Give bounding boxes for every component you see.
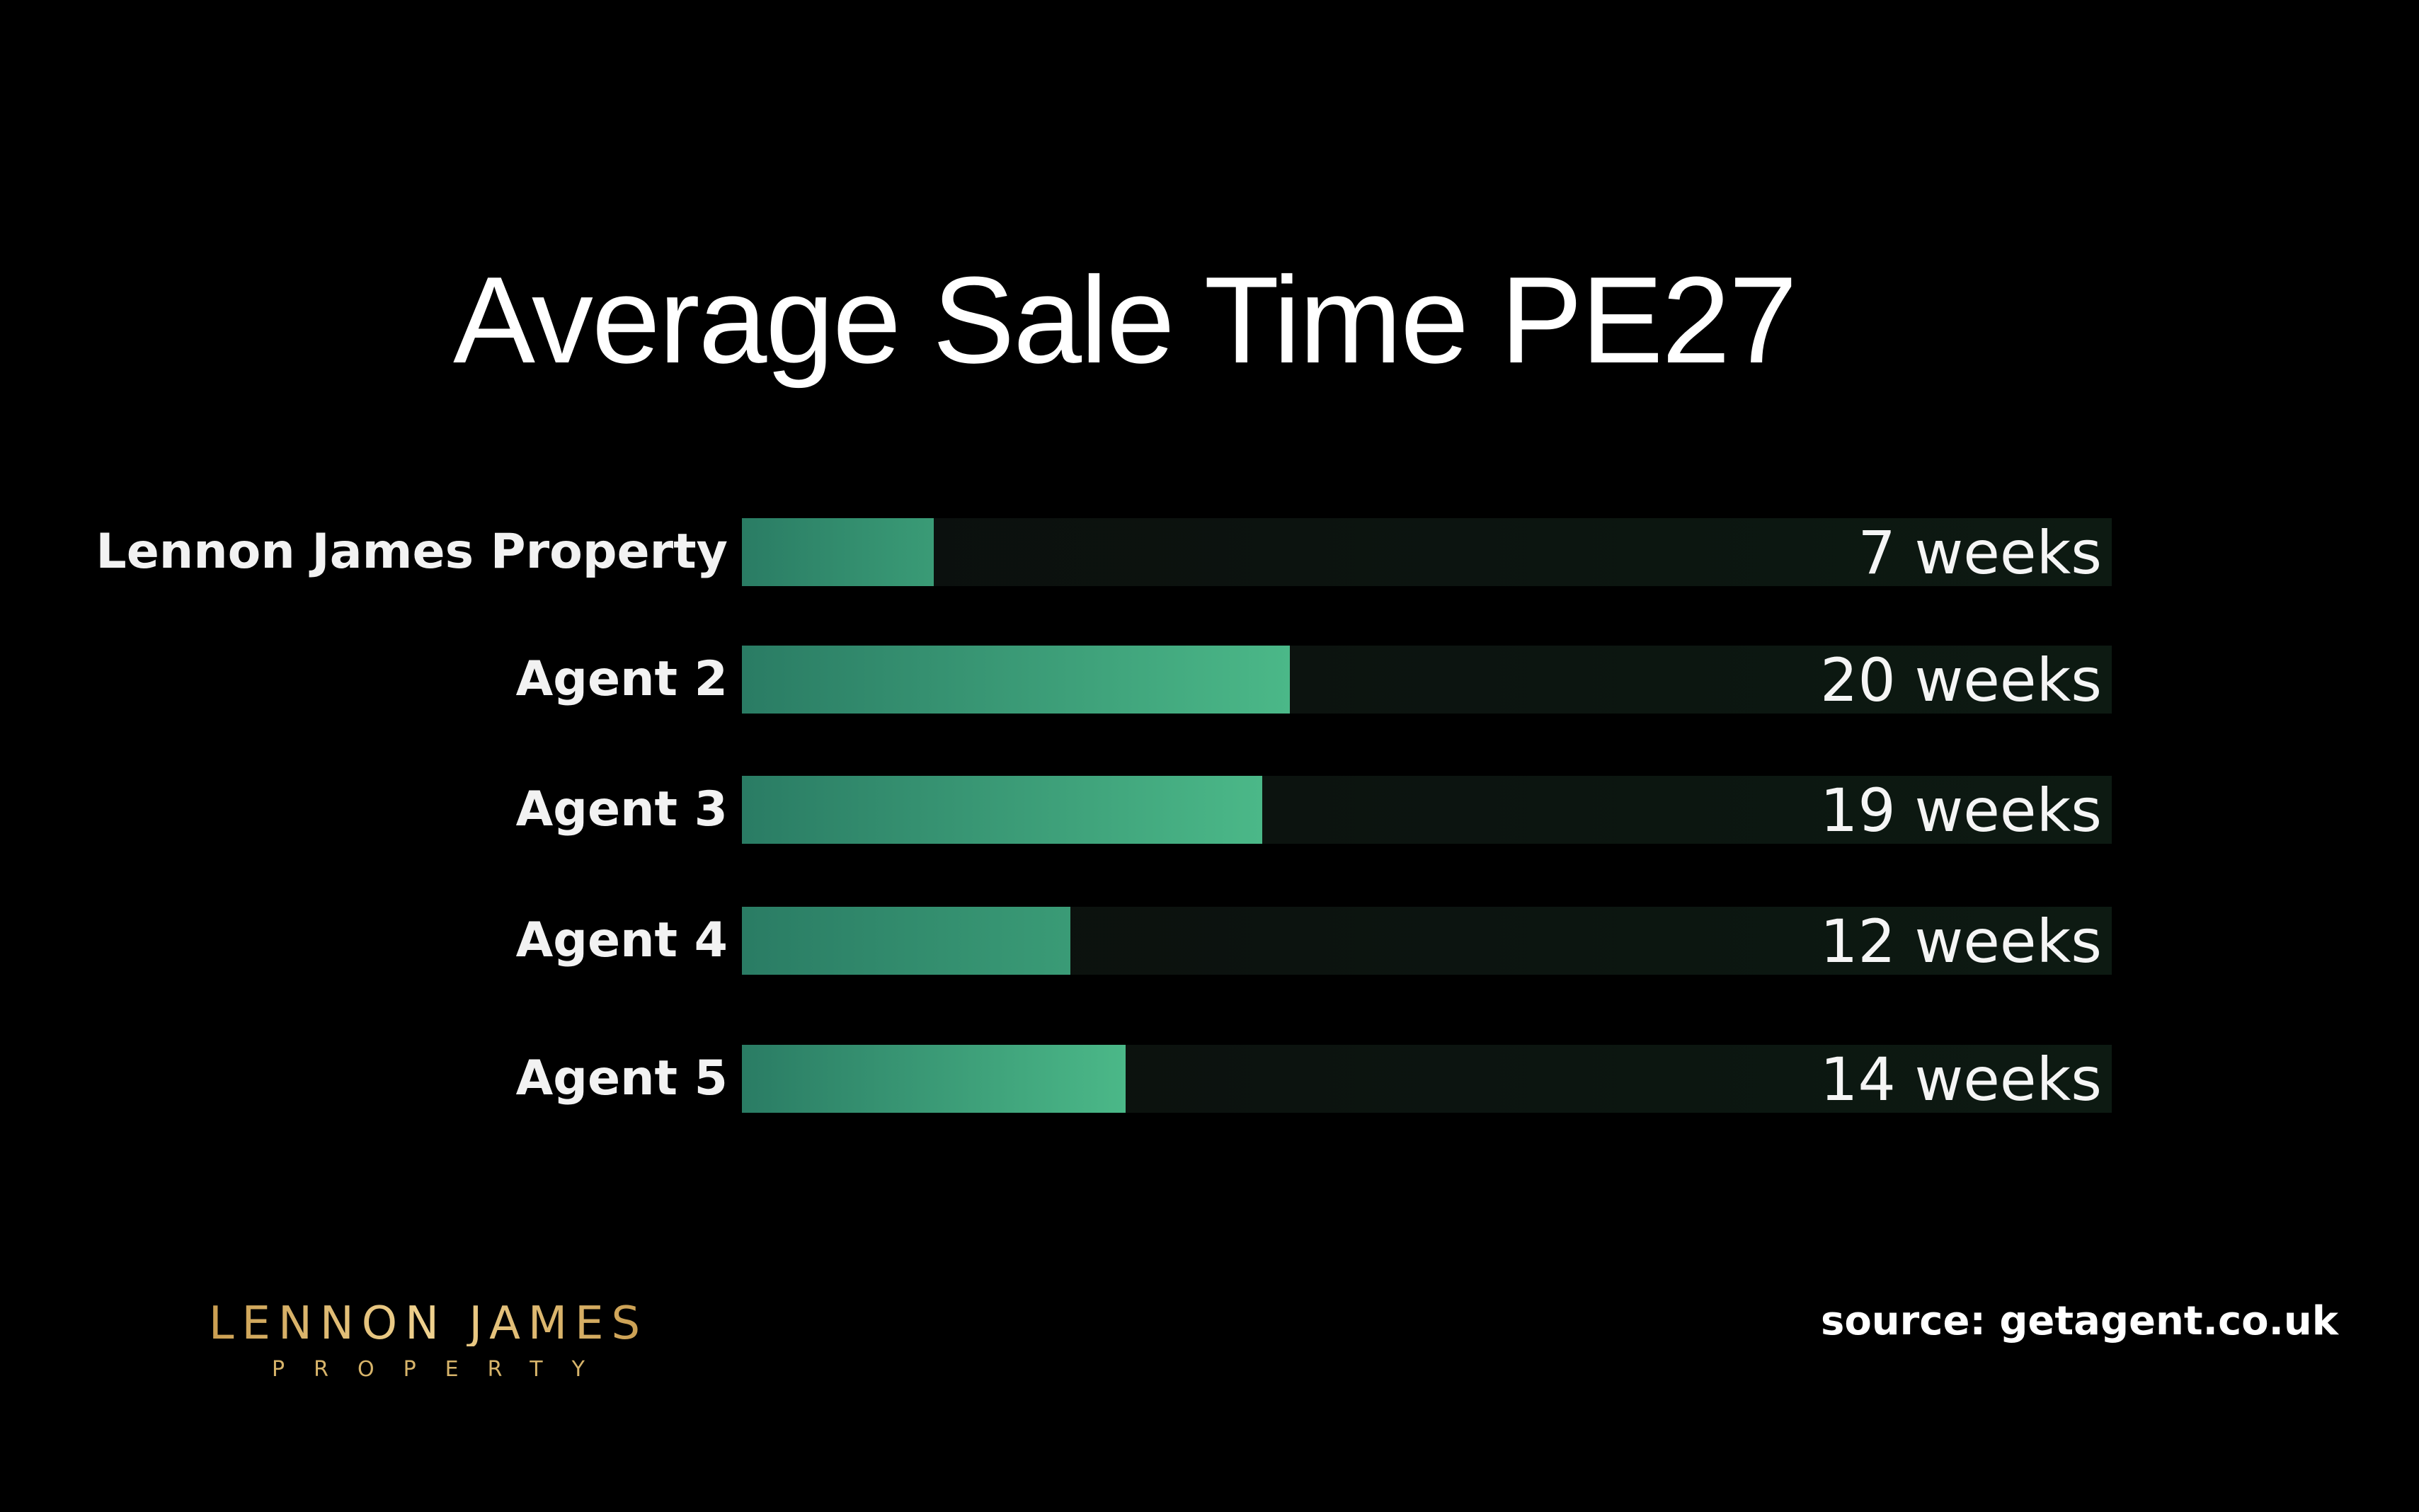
source-note: source: getagent.co.uk	[1820, 1298, 2338, 1344]
bar-row: Lennon James Property 7 weeks	[0, 518, 2419, 588]
bar	[742, 646, 1290, 714]
category-label: Agent 3	[515, 781, 728, 837]
lennon-james-logo: LENNON JAMES PROPERTY	[191, 1301, 665, 1380]
bar	[742, 518, 934, 586]
bar-row: Agent 2 20 weeks	[0, 646, 2419, 715]
data-label: 14 weeks	[1819, 1045, 2102, 1114]
category-label: Lennon James Property	[96, 524, 728, 580]
bar-row: Agent 4 12 weeks	[0, 907, 2419, 976]
category-label: Agent 4	[515, 912, 728, 968]
bar-track: 20 weeks	[742, 646, 2112, 715]
bar	[742, 1045, 1126, 1113]
category-label: Agent 5	[515, 1050, 728, 1106]
bar-row: Agent 3 19 weeks	[0, 776, 2419, 845]
data-label: 7 weeks	[1858, 518, 2102, 588]
logo-subtitle: PROPERTY	[272, 1357, 614, 1382]
bar-row: Agent 5 14 weeks	[0, 1045, 2419, 1114]
bar-track: 7 weeks	[742, 518, 2112, 588]
bar-track: 14 weeks	[742, 1045, 2112, 1114]
bar	[742, 776, 1262, 844]
logo-wordmark: LENNON JAMES	[191, 1301, 665, 1346]
bar	[742, 907, 1070, 975]
data-label: 12 weeks	[1819, 907, 2102, 976]
data-label: 19 weeks	[1819, 776, 2102, 845]
data-label: 20 weeks	[1819, 646, 2102, 715]
category-label: Agent 2	[515, 651, 728, 707]
chart-title: Average Sale Time PE27	[453, 251, 1797, 389]
bar-track: 12 weeks	[742, 907, 2112, 976]
bar-track: 19 weeks	[742, 776, 2112, 845]
